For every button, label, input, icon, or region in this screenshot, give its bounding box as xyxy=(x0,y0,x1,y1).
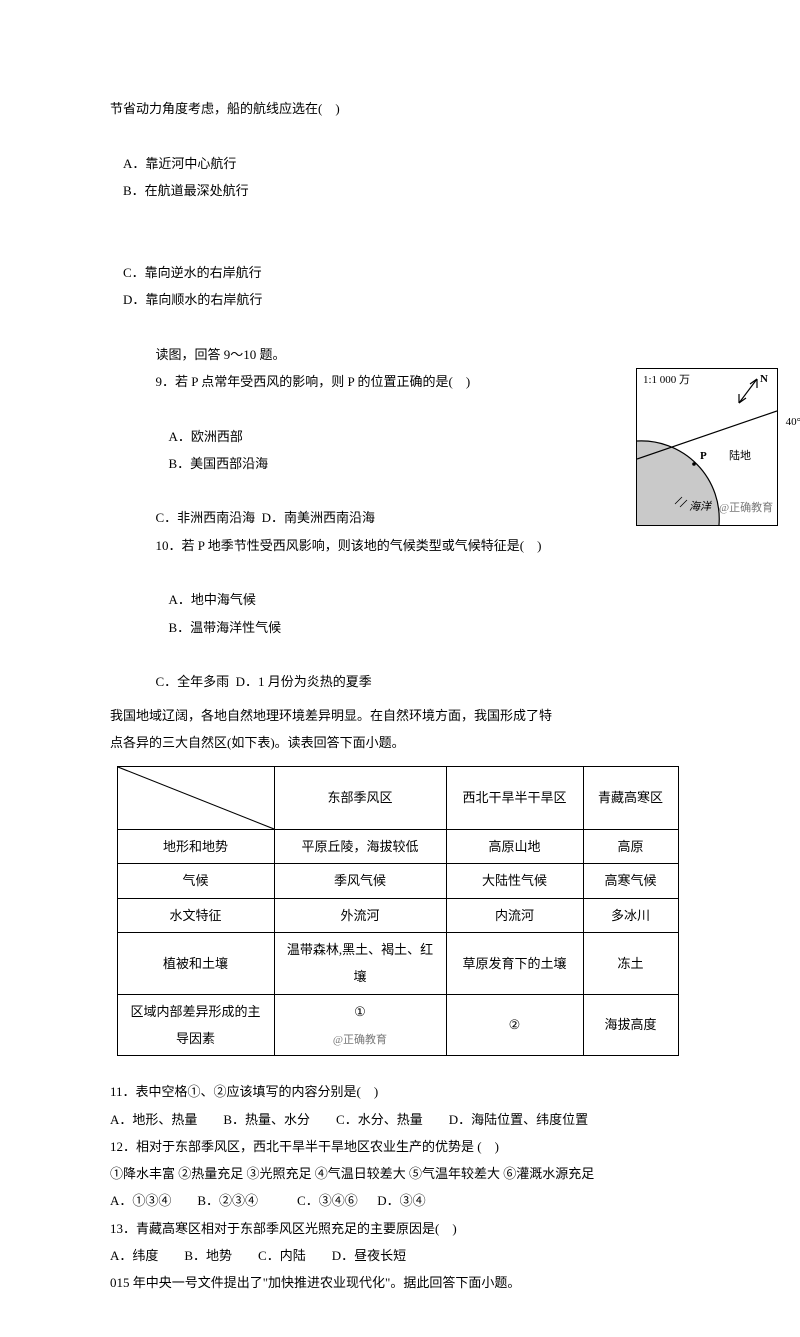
scale-label: 1:1 000 万 xyxy=(643,375,690,386)
q12-opts: A．①③④ B．②③④ C．③④⑥ D．③④ xyxy=(110,1187,690,1214)
cell: ② xyxy=(446,994,583,1056)
row-label: 植被和土壤 xyxy=(117,933,274,995)
q10-b: B．温带海洋性气候 xyxy=(169,620,282,635)
diagram-watermark: @正确教育 xyxy=(719,503,773,514)
table-row: 水文特征 外流河 内流河 多冰川 xyxy=(117,898,678,932)
watermark-text: @正确教育 xyxy=(333,1034,387,1046)
q9-b: B．美国西部沿海 xyxy=(169,456,269,471)
opt-d: D．靠向顺水的右岸航行 xyxy=(123,292,262,307)
sea-label: 海洋 xyxy=(689,502,711,513)
q10-opts-cd: C．全年多雨 D．1 月份为炎热的夏季 xyxy=(110,668,690,695)
q11-stem: 11．表中空格①、②应该填写的内容分别是( ) xyxy=(110,1078,690,1105)
table-row: 植被和土壤 温带森林,黑土、褐土、红壤 草原发育下的土壤 冻土 xyxy=(117,933,678,995)
cell: 季风气候 xyxy=(274,864,446,898)
cell: 外流河 xyxy=(274,898,446,932)
angle-line xyxy=(637,411,777,459)
q9-opts-ab: A．欧洲西部 B．美国西部沿海 xyxy=(110,395,690,504)
regions-table: 东部季风区 西北干旱半干旱区 青藏高寒区 地形和地势 平原丘陵，海拔较低 高原山… xyxy=(117,766,679,1056)
q12-nums: ①降水丰富 ②热量充足 ③光照充足 ④气温日较差大 ⑤气温年较差大 ⑥灌溉水源充… xyxy=(110,1160,690,1187)
map-diagram: 1:1 000 万 N 40° P 陆地 海洋 @正确教育 xyxy=(636,368,778,526)
row-label: 地形和地势 xyxy=(117,830,274,864)
last-line: 015 年中央一号文件提出了"加快推进农业现代化"。据此回答下面小题。 xyxy=(110,1269,690,1296)
q10-stem: 10．若 P 地季节性受西风影响，则该地的气候类型或气候特征是( ) xyxy=(110,532,690,559)
cell: 草原发育下的土壤 xyxy=(446,933,583,995)
angle-label: 40° xyxy=(786,417,800,428)
th-east: 东部季风区 xyxy=(274,767,446,830)
opt-b: B．在航道最深处航行 xyxy=(123,183,249,198)
cell: 内流河 xyxy=(446,898,583,932)
cell: 多冰川 xyxy=(583,898,678,932)
q13-opts: A．纬度 B．地势 C．内陆 D．昼夜长短 xyxy=(110,1242,690,1269)
table-row: 区域内部差异形成的主导因素 ① @正确教育 ② 海拔高度 xyxy=(117,994,678,1056)
q12-stem: 12．相对于东部季风区，西北干旱半干旱地区农业生产的优势是 ( ) xyxy=(110,1133,690,1160)
north-label: N xyxy=(760,374,768,385)
q9-a: A．欧洲西部 xyxy=(169,429,243,444)
cell: 高原 xyxy=(583,830,678,864)
table-row: 地形和地势 平原丘陵，海拔较低 高原山地 高原 xyxy=(117,830,678,864)
cell: ① @正确教育 xyxy=(274,994,446,1056)
q11-opts: A．地形、热量 B．热量、水分 C．水分、热量 D．海陆位置、纬度位置 xyxy=(110,1106,690,1133)
th-nw: 西北干旱半干旱区 xyxy=(446,767,583,830)
row-label: 区域内部差异形成的主导因素 xyxy=(117,994,274,1056)
intro-line1: 我国地域辽阔，各地自然地理环境差异明显。在自然环境方面，我国形成了特 xyxy=(110,702,690,729)
cell: 平原丘陵，海拔较低 xyxy=(274,830,446,864)
row-label: 气候 xyxy=(117,864,274,898)
q13-stem: 13．青藏高寒区相对于东部季风区光照充足的主要原因是( ) xyxy=(110,1215,690,1242)
p-label: P xyxy=(700,451,707,462)
land-label: 陆地 xyxy=(729,451,751,462)
diagonal-line-icon xyxy=(118,767,274,829)
diag-header-cell xyxy=(117,767,274,830)
exam-page: 节省动力角度考虑，船的航线应选在( ) A．靠近河中心航行 B．在航道最深处航行… xyxy=(0,0,800,1337)
spacer xyxy=(110,1066,690,1078)
north-arrow-icon xyxy=(739,379,757,403)
blank-1: ① xyxy=(354,1004,366,1019)
th-qz: 青藏高寒区 xyxy=(583,767,678,830)
intro-line2: 点各异的三大自然区(如下表)。读表回答下面小题。 xyxy=(110,729,690,756)
cell: 温带森林,黑土、褐土、红壤 xyxy=(274,933,446,995)
cell: 大陆性气候 xyxy=(446,864,583,898)
option-line: C．靠向逆水的右岸航行 D．靠向顺水的右岸航行 xyxy=(110,231,690,340)
cell: 高寒气候 xyxy=(583,864,678,898)
opt-c: C．靠向逆水的右岸航行 xyxy=(123,265,262,280)
row-label: 水文特征 xyxy=(117,898,274,932)
cell: 海拔高度 xyxy=(583,994,678,1056)
q9-opts-cd: C．非洲西南沿海 D．南美洲西南沿海 xyxy=(110,504,690,531)
q9-stem: 9．若 P 点常年受西风的影响，则 P 的位置正确的是( ) xyxy=(110,368,690,395)
table-row: 气候 季风气候 大陆性气候 高寒气候 xyxy=(117,864,678,898)
option-line: A．靠近河中心航行 B．在航道最深处航行 xyxy=(110,122,690,231)
stem-line: 节省动力角度考虑，船的航线应选在( ) xyxy=(110,95,690,122)
p-point-icon xyxy=(692,462,696,466)
cell: 冻土 xyxy=(583,933,678,995)
opt-a: A．靠近河中心航行 xyxy=(123,156,236,171)
cell: 高原山地 xyxy=(446,830,583,864)
q10-a: A．地中海气候 xyxy=(169,592,256,607)
q10-opts-ab: A．地中海气候 B．温带海洋性气候 xyxy=(110,559,690,668)
readfig-line: 读图，回答 9～10 题。 xyxy=(110,341,690,368)
